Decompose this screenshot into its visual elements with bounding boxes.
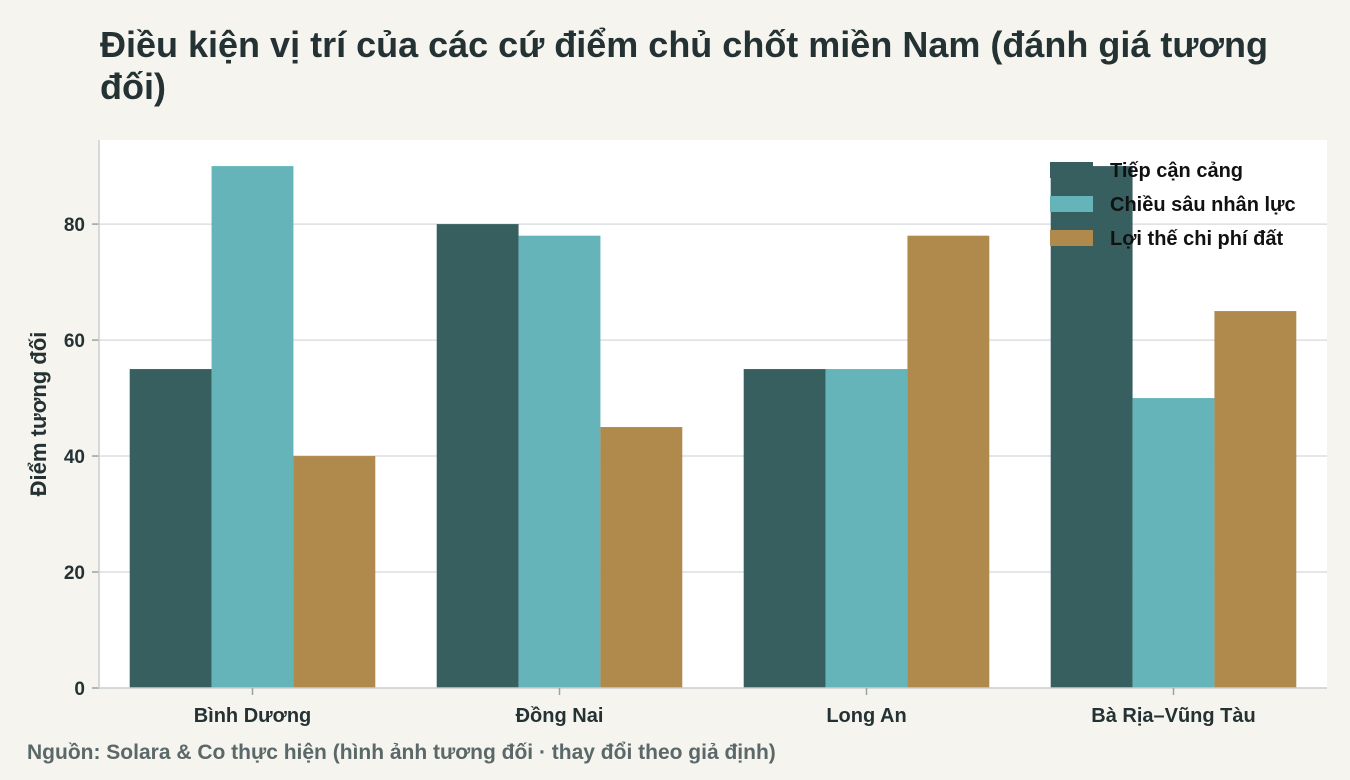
x-tick-label: Đồng Nai (516, 705, 604, 727)
legend: Tiếp cận cảng Chiều sâu nhân lực Lợi thế c… (1050, 160, 1296, 250)
y-axis-label: Điểm tương đối (26, 332, 51, 497)
legend-label: Tiếp cận cảng (1110, 160, 1243, 182)
bar (129, 369, 212, 688)
bar (1132, 398, 1215, 688)
x-tick-label: Long An (826, 705, 906, 727)
y-tick-label: 80 (64, 215, 85, 236)
y-tick-label: 0 (74, 679, 85, 700)
bar (518, 235, 601, 688)
axes: 0 20 40 60 80 Bình Dương Đồng Nai Long An Bà Rịa… (26, 140, 1327, 727)
bar (743, 369, 826, 688)
bar (211, 166, 294, 689)
x-tick-label: Bình Dương (194, 705, 312, 727)
bar (1050, 166, 1133, 689)
bar (907, 235, 990, 688)
chart-title: Điều kiện vị trí của các cứ điểm chủ chố… (100, 24, 1268, 107)
y-tick-label: 20 (64, 563, 85, 584)
bar (600, 427, 683, 688)
legend-swatch (1050, 196, 1093, 212)
x-tick-label: Bà Rịa–Vũng Tàu (1091, 705, 1255, 727)
bar (1214, 311, 1297, 688)
y-tick-label: 40 (64, 447, 85, 468)
bar (293, 456, 376, 688)
legend-swatch (1050, 162, 1093, 178)
legend-swatch (1050, 230, 1093, 246)
legend-label: Chiều sâu nhân lực (1110, 194, 1296, 216)
y-tick-label: 60 (64, 331, 85, 352)
legend-label: Lợi thế chi phí đất (1110, 228, 1283, 250)
bar (436, 224, 519, 688)
bar (825, 369, 908, 688)
source-note: Nguồn: Solara & Co thực hiện (hình ảnh t… (27, 741, 776, 764)
bars (129, 166, 1297, 689)
